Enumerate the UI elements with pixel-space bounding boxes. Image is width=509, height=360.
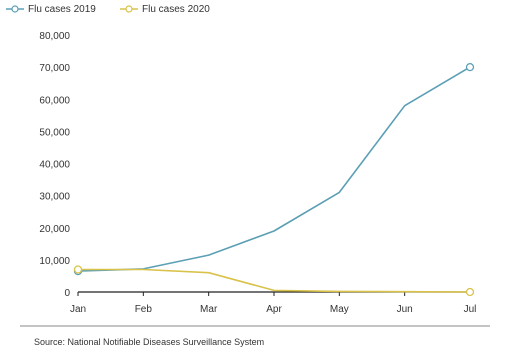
y-tick-label: 40,000 bbox=[39, 160, 70, 171]
y-tick-label: 30,000 bbox=[39, 192, 70, 203]
data-point-marker bbox=[73, 265, 83, 274]
legend-label-2019: Flu cases 2019 bbox=[28, 4, 96, 15]
x-tick-label: Jan bbox=[70, 304, 86, 315]
y-tick-label: 20,000 bbox=[39, 224, 70, 235]
y-tick-label: 50,000 bbox=[39, 127, 70, 138]
data-point-marker bbox=[465, 62, 475, 72]
y-axis: 0 10,000 20,000 30,000 40,000 50,000 60,000 70,… bbox=[39, 31, 70, 299]
source-note: Source: National Notifiable Diseases Sur… bbox=[34, 337, 264, 347]
data-point-marker bbox=[465, 287, 475, 297]
y-tick-label: 10,000 bbox=[39, 256, 70, 267]
x-axis: Jan Feb Mar Apr May Jun Jul bbox=[70, 291, 477, 315]
x-tick-label: Jun bbox=[397, 304, 413, 315]
legend-marker-2020 bbox=[125, 5, 133, 13]
y-tick-label: 70,000 bbox=[39, 63, 70, 74]
series-line-0 bbox=[77, 66, 471, 272]
y-tick-label: 0 bbox=[64, 288, 70, 299]
legend-item-2019: Flu cases 2019 bbox=[6, 4, 96, 15]
series-layer bbox=[73, 62, 475, 297]
legend: Flu cases 2019 Flu cases 2020 bbox=[6, 4, 210, 15]
x-tick-label: Feb bbox=[135, 304, 153, 315]
legend-item-2020: Flu cases 2020 bbox=[120, 4, 210, 15]
x-tick-label: Apr bbox=[266, 304, 282, 315]
legend-label-2020: Flu cases 2020 bbox=[142, 4, 210, 15]
x-tick-label: Jul bbox=[464, 304, 477, 315]
legend-marker-2019 bbox=[11, 5, 19, 13]
y-tick-label: 60,000 bbox=[39, 95, 70, 106]
series-line-1 bbox=[78, 268, 471, 293]
x-tick-label: May bbox=[330, 304, 349, 315]
x-tick-label: Mar bbox=[200, 304, 218, 315]
y-tick-label: 80,000 bbox=[39, 31, 70, 42]
